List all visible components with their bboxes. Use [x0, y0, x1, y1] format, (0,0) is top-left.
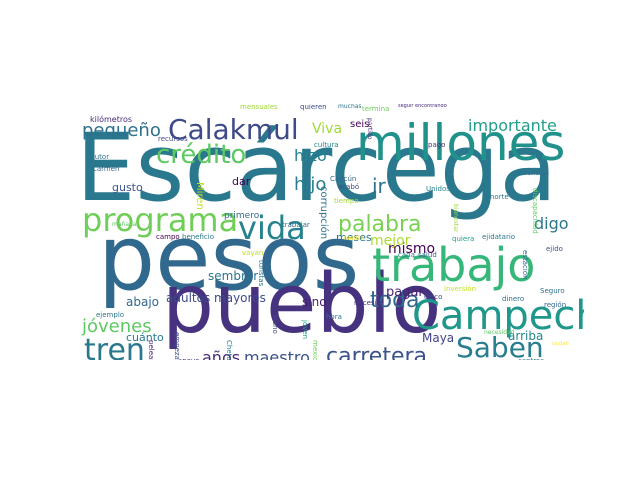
- cloud-word: Miren: [194, 182, 205, 210]
- cloud-word: inversión: [444, 285, 477, 293]
- cloud-word: ejemplo: [96, 311, 125, 319]
- cloud-word: quieren: [300, 104, 327, 111]
- cloud-word: tiempo: [334, 197, 359, 205]
- cloud-word: apoyo: [178, 358, 199, 361]
- cloud-word: hora: [326, 313, 342, 321]
- cloud-word: vayan: [242, 249, 264, 257]
- cloud-word: hizo: [294, 146, 327, 165]
- cloud-word: hijo: [294, 174, 327, 195]
- cloud-word: carretera: [326, 344, 428, 361]
- cloud-word: cinco: [424, 293, 443, 301]
- cloud-word: primero: [224, 211, 260, 221]
- cloud-word: gusto: [112, 181, 143, 194]
- cloud-word: cada: [398, 251, 415, 259]
- cloud-word: Chetumal: [225, 340, 233, 360]
- cloud-word: corrupción: [318, 186, 329, 240]
- cloud-word: joven: [301, 320, 309, 340]
- cloud-word: mexicano: [311, 340, 319, 360]
- cloud-word: toda: [370, 288, 420, 313]
- cloud-word: digo: [534, 214, 569, 233]
- cloud-word: mensuales: [240, 104, 278, 111]
- cloud-word: norte: [490, 193, 509, 201]
- cloud-word: trabajo: [372, 238, 536, 292]
- cloud-word: adultos mayores: [166, 291, 266, 305]
- cloud-word: trabajar: [282, 221, 310, 229]
- cloud-word: ejidatario: [482, 233, 516, 241]
- cloud-word: seguir encontrando: [398, 104, 447, 109]
- cloud-word: Calakmul: [168, 113, 299, 146]
- cloud-word: años: [202, 348, 241, 361]
- cloud-word: importante: [468, 116, 557, 135]
- cloud-word: salud: [418, 251, 437, 259]
- cloud-word: región: [544, 301, 567, 309]
- cloud-word: acabó: [338, 183, 360, 191]
- cloud-word: sembrar: [208, 269, 259, 283]
- cloud-word: pelearnos: [147, 340, 155, 360]
- cloud-word: pagar: [386, 285, 424, 300]
- cloud-word: arriba: [508, 329, 544, 343]
- cloud-word: seis: [350, 119, 370, 130]
- cloud-word: ejido: [546, 245, 563, 253]
- cloud-word: Saben: [456, 331, 544, 361]
- cloud-word: quiera: [452, 235, 475, 243]
- cloud-word: abajo: [126, 295, 159, 309]
- cloud-word: recursos: [158, 135, 188, 143]
- cloud-word: discapacidad: [531, 188, 539, 234]
- cloud-word: muchas: [338, 104, 362, 110]
- cloud-word: turistas: [257, 260, 265, 287]
- cloud-word: mientras: [518, 169, 550, 177]
- cloud-word: mano: [271, 314, 279, 334]
- cloud-word: centros: [518, 358, 544, 361]
- cloud-word: termina: [362, 105, 390, 113]
- cloud-word: pequeño: [82, 120, 161, 141]
- cloud-word: Seguro: [540, 287, 565, 295]
- cloud-word: campo: [156, 233, 180, 241]
- cloud-word: maestro: [244, 348, 310, 361]
- cloud-word: vida: [238, 209, 306, 247]
- cloud-word: Escárcega: [76, 114, 558, 223]
- cloud-word: cuánto: [126, 331, 164, 344]
- cloud-word: meses: [336, 231, 372, 244]
- cloud-word: millones: [356, 114, 566, 172]
- cloud-word: mismo: [388, 241, 436, 257]
- cloud-word: dinero: [502, 295, 525, 303]
- cloud-word: ciudad: [552, 341, 569, 347]
- cloud-word: palabra: [338, 212, 422, 237]
- cloud-word: sino: [302, 295, 327, 309]
- cloud-word: jóvenes: [82, 316, 152, 337]
- cloud-word: necesite: [354, 299, 384, 307]
- cloud-word: Maya: [422, 331, 455, 345]
- cloud-word: necesidad: [484, 329, 515, 336]
- cloud-word: estación: [521, 250, 529, 280]
- cloud-word: ir: [372, 174, 386, 198]
- cloud-word: mejor: [370, 233, 411, 249]
- cloud-word: tutor: [92, 153, 110, 161]
- cloud-word: Carmen: [92, 165, 120, 173]
- cloud-word: pueblo: [162, 257, 442, 352]
- word-cloud: Escárcega pesos pueblo millones trabajo …: [72, 104, 584, 360]
- cloud-word: kilómetros: [90, 115, 132, 124]
- cloud-word: programa: [82, 201, 239, 239]
- cloud-word: empezamos: [173, 332, 181, 360]
- cloud-word: cultura: [314, 141, 339, 149]
- cloud-word: Cancún: [330, 175, 357, 183]
- cloud-word: bienestar: [452, 204, 459, 233]
- cloud-word: Campeche: [412, 293, 584, 339]
- cloud-word: mañana: [112, 221, 137, 228]
- cloud-word: pesos: [98, 206, 360, 311]
- cloud-word: pago: [428, 141, 446, 149]
- cloud-word: Viva: [312, 121, 343, 137]
- cloud-word: Unidos: [426, 185, 450, 193]
- cloud-word: tren: [84, 333, 145, 361]
- cloud-word: familia: [344, 235, 365, 242]
- cloud-word: dar: [232, 175, 251, 188]
- cloud-word: partido: [366, 118, 373, 140]
- cloud-word: beneficio: [182, 233, 214, 241]
- cloud-word: crédito: [156, 140, 247, 170]
